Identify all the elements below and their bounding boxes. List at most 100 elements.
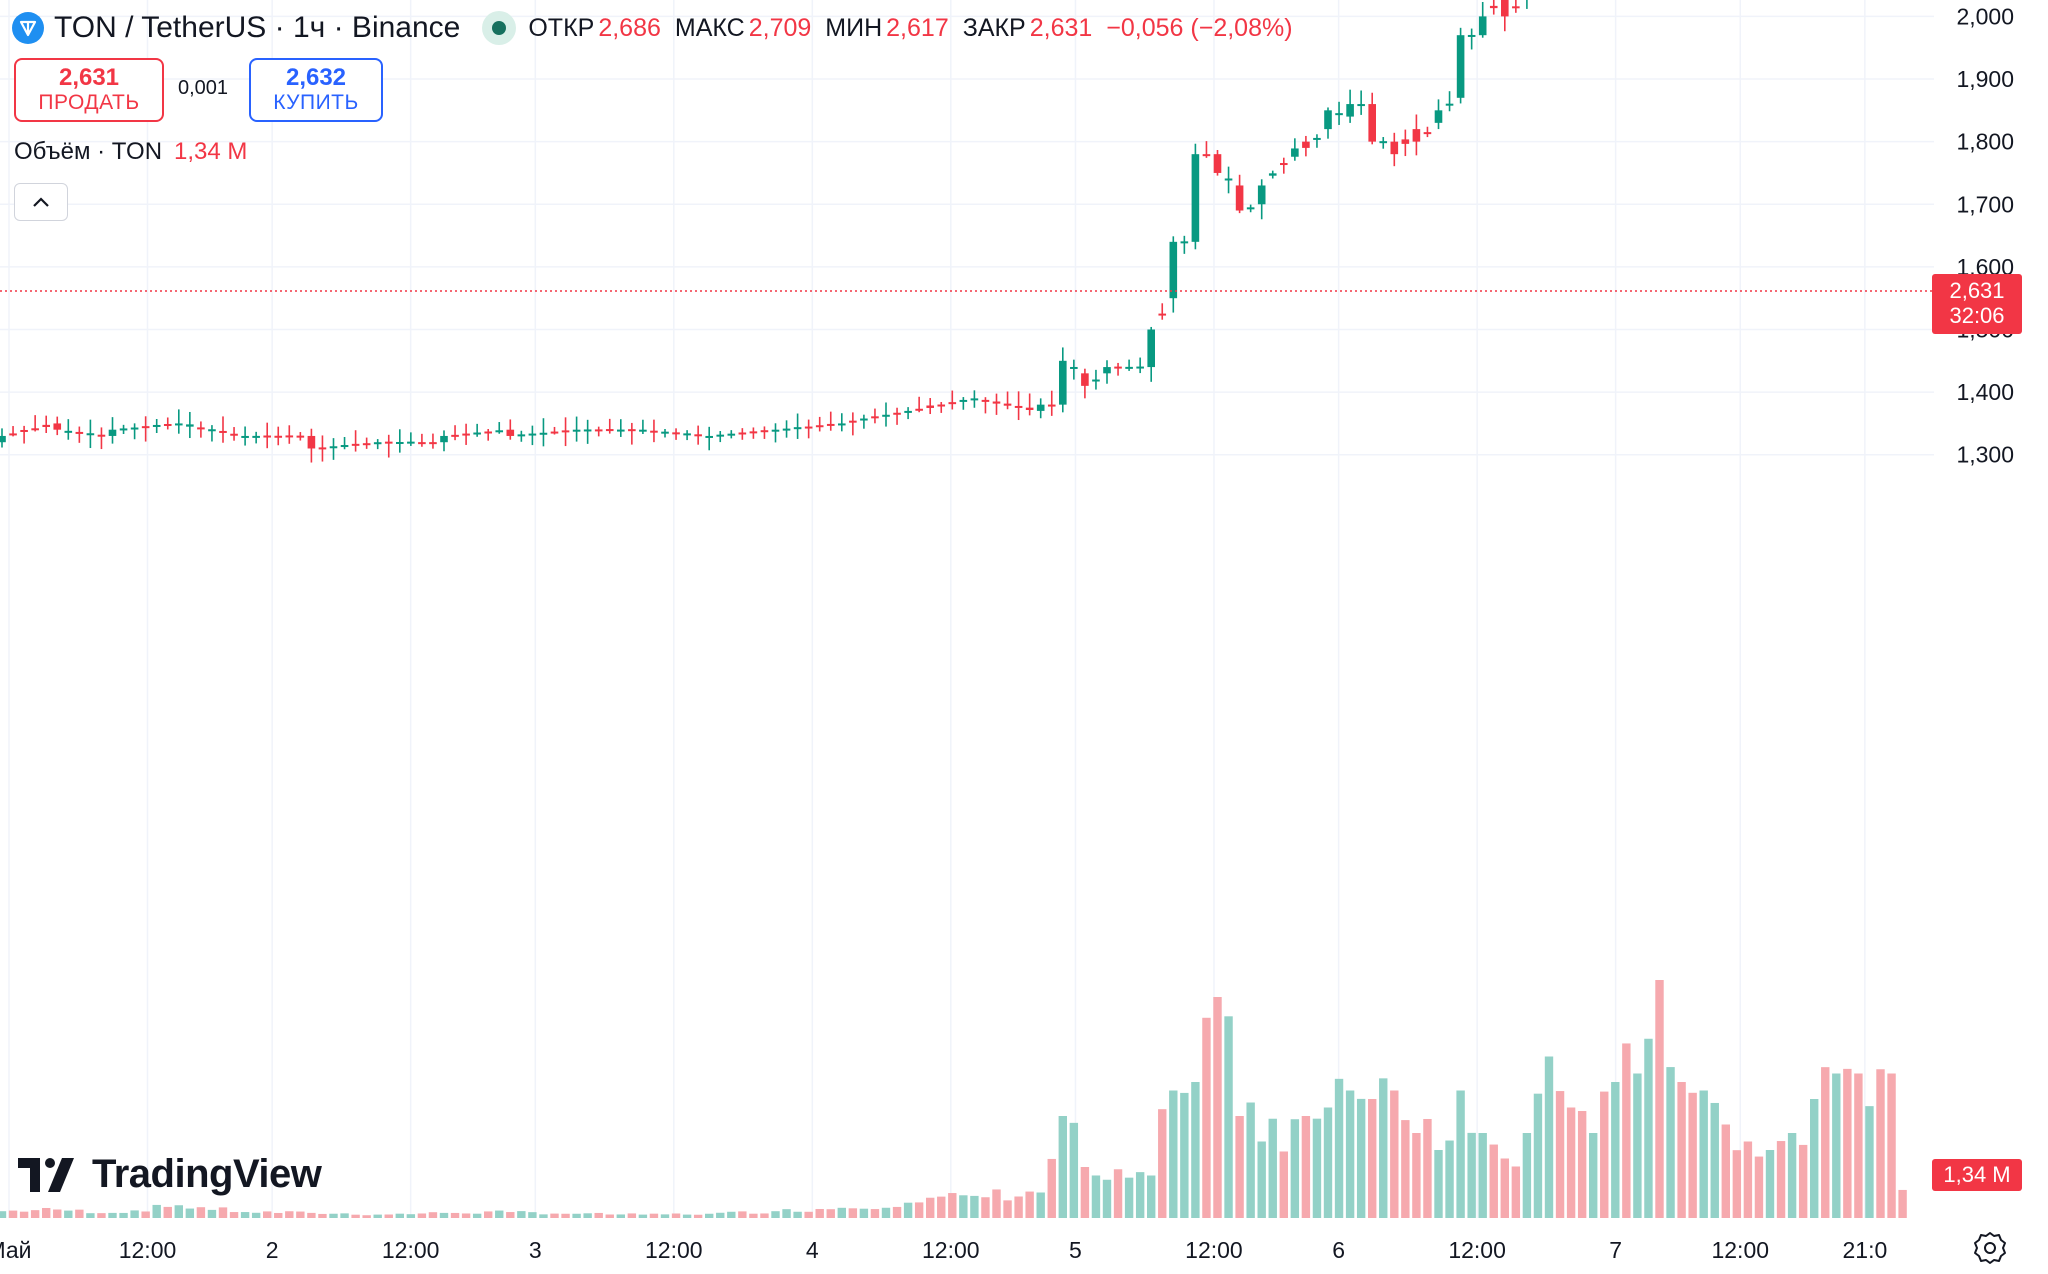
candle-body (650, 430, 658, 433)
volume-bar (1345, 1090, 1355, 1218)
sell-price: 2,631 (58, 64, 120, 91)
volume-bar (1158, 1109, 1167, 1218)
collapse-legend-button[interactable] (14, 183, 68, 221)
volume-bar (450, 1212, 460, 1218)
candle-body (749, 431, 758, 434)
volume-bar (926, 1197, 935, 1218)
volume-bar (1511, 1166, 1521, 1218)
time-axis-label: 6 (1332, 1237, 1345, 1263)
candle-body (1302, 141, 1310, 148)
volume-bar (1235, 1116, 1244, 1218)
volume-bar (1821, 1067, 1830, 1218)
candle-body (362, 443, 371, 446)
candle-body (970, 398, 979, 401)
volume-bar (251, 1212, 261, 1218)
sell-button[interactable]: 2,631 ПРОДАТЬ (14, 58, 164, 122)
volume-bar (218, 1207, 228, 1218)
candle-body (0, 435, 6, 443)
volume-bar (75, 1209, 84, 1218)
candle-body (1390, 141, 1399, 155)
candle-body (1224, 178, 1233, 181)
candle-body (219, 430, 227, 433)
candle-body (860, 418, 868, 421)
candle-body (1379, 141, 1388, 144)
time-axis: Май 12:00 2 12:00 3 12:00 4 12:00 5 12:00 6 12:00 7 1… (0, 1237, 1887, 1263)
volume-bar (903, 1202, 913, 1218)
volume-bar (1644, 1038, 1653, 1218)
volume-bar (1898, 1189, 1907, 1218)
volume-bar (1268, 1118, 1277, 1218)
candle-body (1059, 360, 1067, 405)
volume-bar (307, 1212, 316, 1218)
volume-bar (649, 1213, 659, 1218)
candle-body (683, 433, 691, 436)
volume-bar (285, 1211, 294, 1218)
high-value: 2,709 (748, 13, 812, 42)
volume-bars (0, 980, 1907, 1218)
volume-bar (1124, 1177, 1134, 1218)
candle-body (937, 404, 946, 407)
volume-bar (959, 1195, 968, 1218)
candle-body (42, 424, 50, 427)
candle-body (31, 428, 39, 431)
candle-body (594, 429, 603, 432)
buy-label: КУПИТЬ (273, 91, 359, 114)
volume-bar (528, 1212, 537, 1218)
volume-bar (484, 1211, 493, 1218)
volume-bar (1765, 1150, 1775, 1218)
low-value: 2,617 (886, 13, 949, 42)
volume-bar (141, 1211, 150, 1218)
price-axis-label: 1,800 (1956, 129, 2014, 155)
volume-bar (1290, 1119, 1300, 1218)
volume-bar (627, 1213, 637, 1218)
candle-body (274, 435, 283, 438)
volume-bar (1014, 1196, 1023, 1218)
volume-bar (1434, 1150, 1443, 1218)
volume-legend[interactable]: Объём · TON 1,34 M (14, 138, 247, 166)
candle-body (307, 435, 316, 449)
candle-body (141, 426, 150, 429)
tradingview-watermark[interactable]: TradingView (18, 1152, 322, 1197)
candle-body (506, 429, 515, 436)
volume-bar (1489, 1144, 1498, 1218)
candle-body (1368, 104, 1376, 142)
market-open-indicator (482, 11, 517, 45)
candle-body (628, 429, 636, 432)
volume-bar (1699, 1090, 1708, 1218)
candle-body (186, 424, 194, 427)
volume-bar (1368, 1099, 1377, 1218)
candle-body (1357, 104, 1365, 107)
candle-body (1335, 113, 1343, 116)
gear-icon[interactable] (1972, 1230, 2008, 1266)
open-value: 2,686 (598, 13, 661, 42)
candle-body (904, 410, 912, 413)
candle-body (163, 423, 172, 426)
candle-body (804, 426, 813, 429)
volume-bar (1787, 1133, 1797, 1218)
volume-bar (1312, 1118, 1322, 1218)
spread-value: 0,001 (178, 77, 229, 99)
price-axis-label: 1,400 (1956, 379, 2014, 405)
volume-bar (815, 1208, 824, 1218)
volume-bar (1334, 1078, 1344, 1218)
candle-body (727, 433, 736, 436)
volume-bar (395, 1213, 404, 1218)
volume-bar (682, 1214, 692, 1218)
candle-body (815, 425, 824, 428)
volume-bar (1390, 1090, 1399, 1218)
volume-bar (274, 1212, 283, 1218)
volume-bar (461, 1213, 471, 1218)
buy-button[interactable]: 2,632 КУПИТЬ (249, 58, 383, 122)
volume-bar (1080, 1167, 1090, 1218)
symbol-title[interactable]: TON / TetherUS · 1ч · Binance (54, 11, 461, 44)
tradingview-logo-icon (18, 1157, 74, 1192)
low-label: МИН (825, 13, 883, 42)
candle-body (1114, 366, 1122, 369)
volume-bar (1135, 1172, 1145, 1218)
volume-bar (1710, 1102, 1719, 1218)
volume-bar (1555, 1091, 1565, 1218)
volume-bar (1688, 1092, 1697, 1218)
volume-bar (384, 1214, 393, 1218)
volume-bar (981, 1197, 990, 1218)
